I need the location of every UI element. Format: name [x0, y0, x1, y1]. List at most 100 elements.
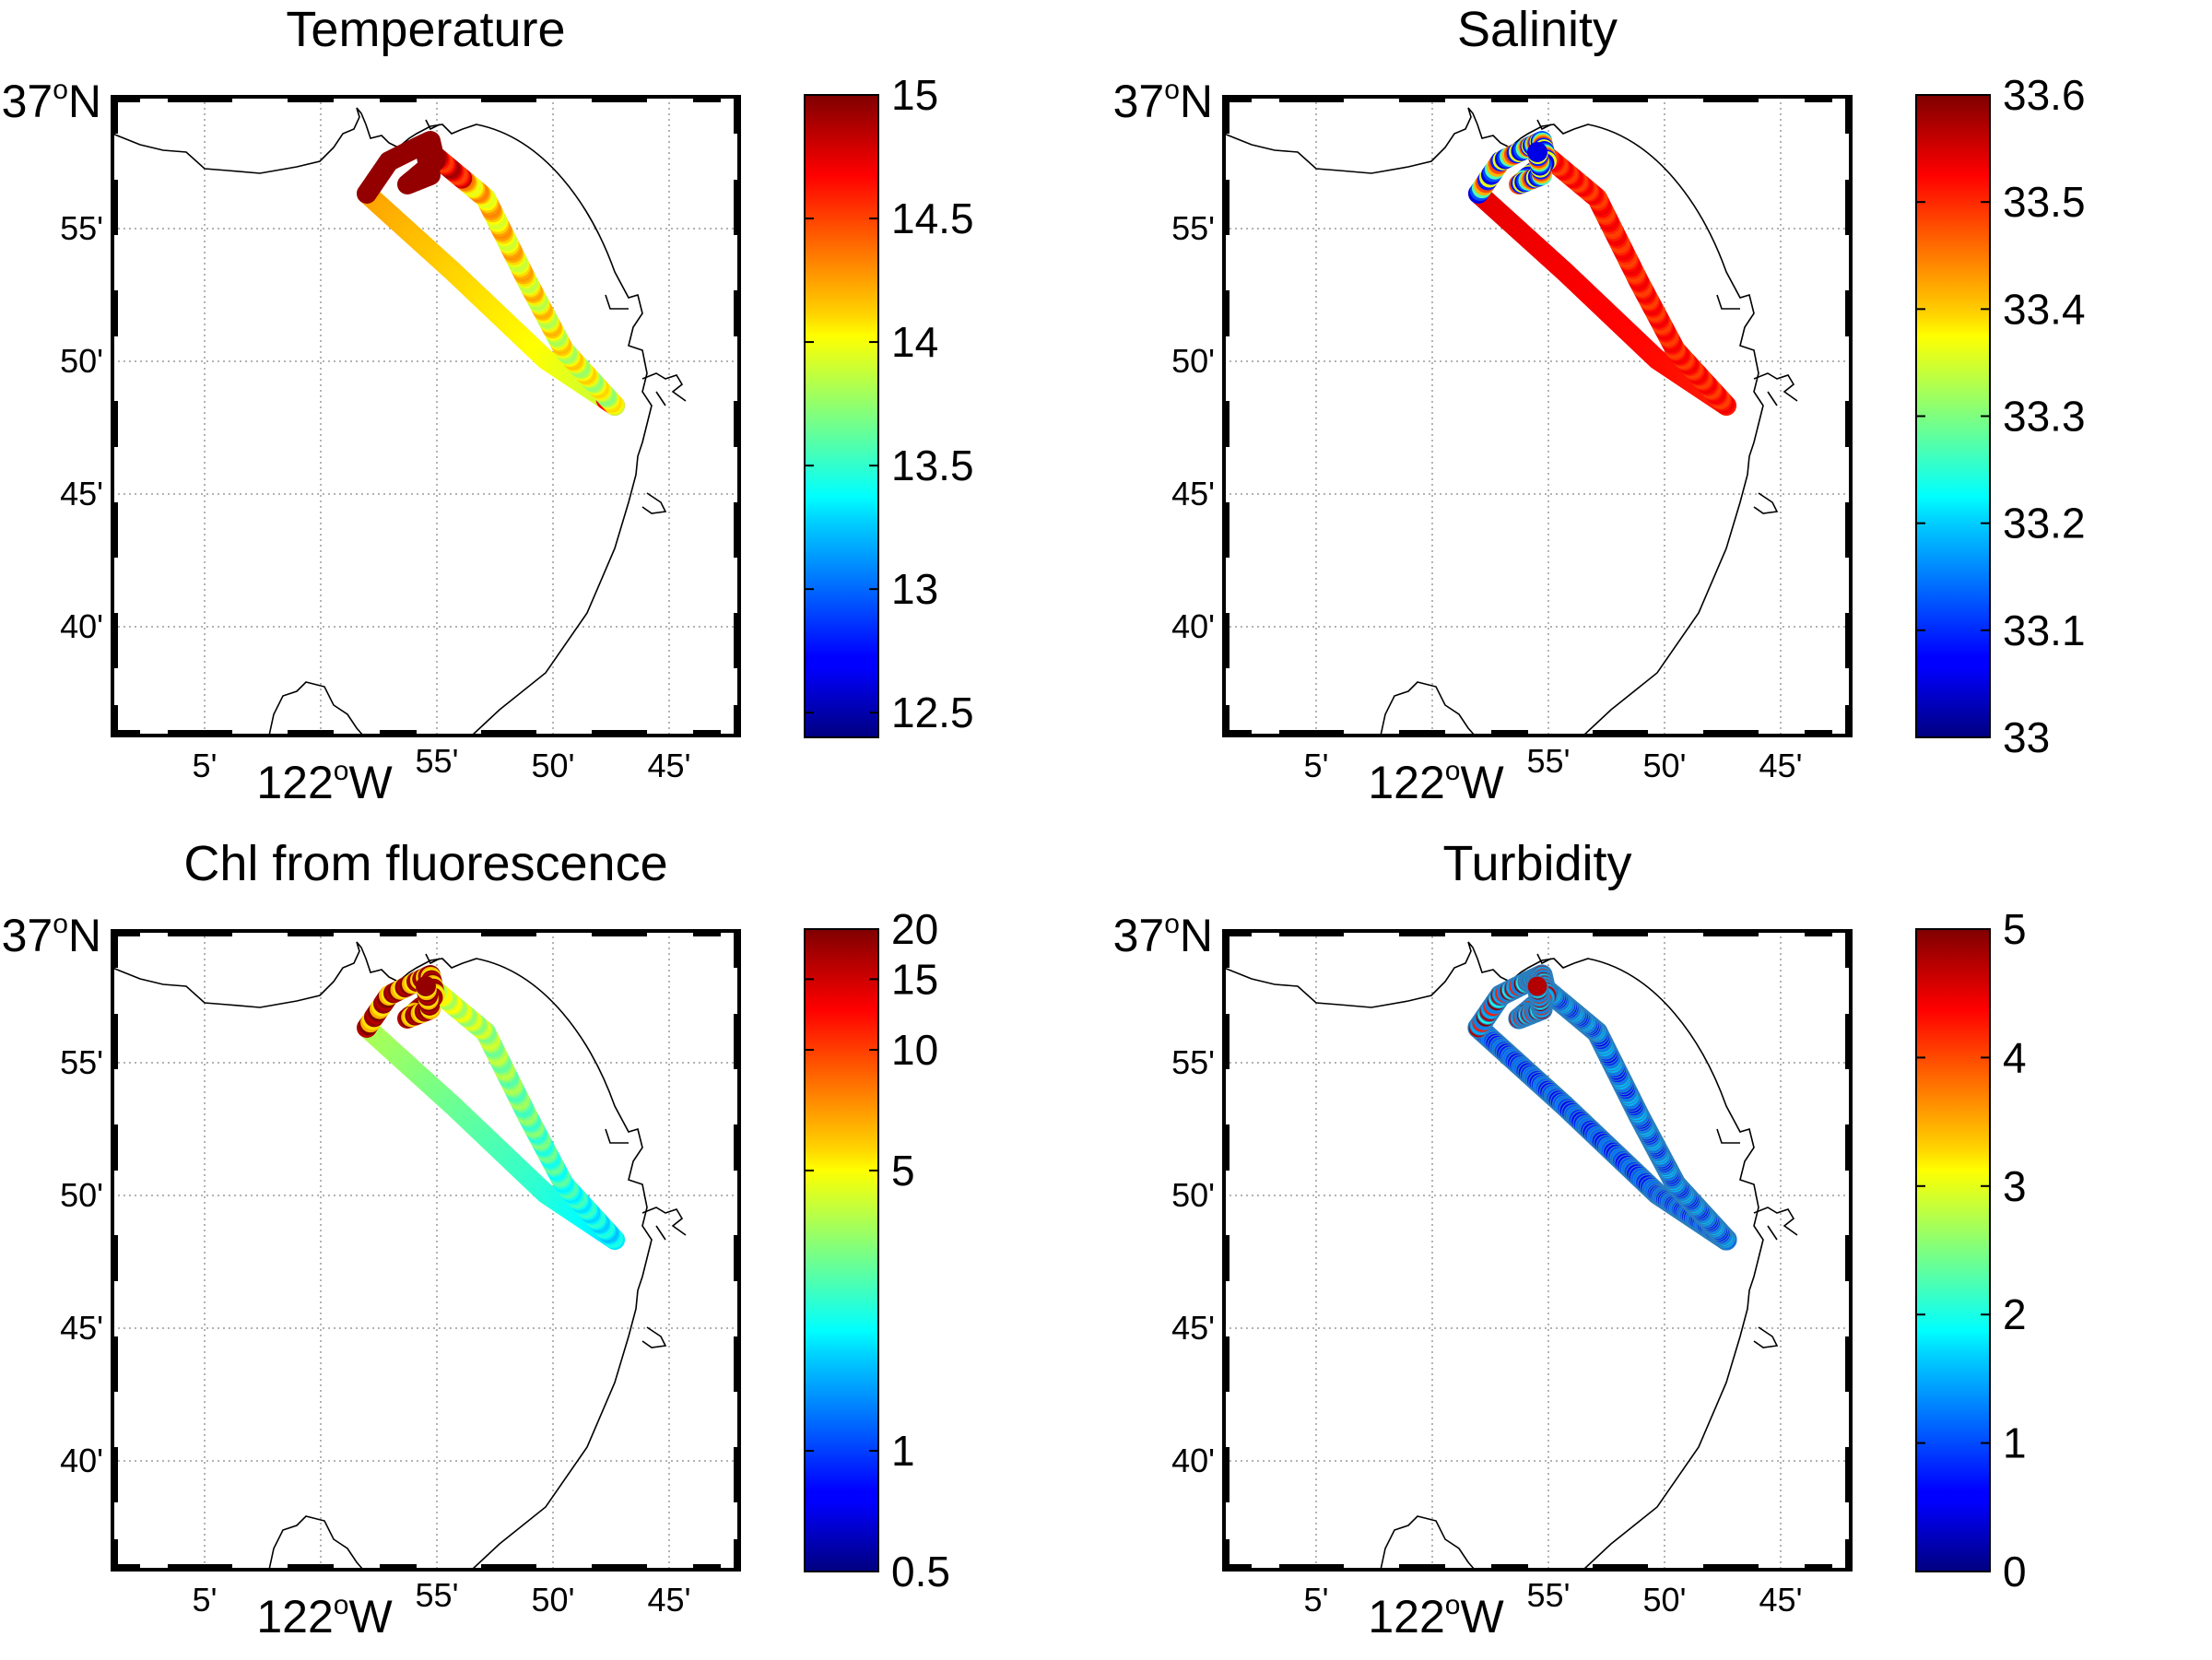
panel-temperature: Temperature 55' 50' 45' 40' 37oN 5' 55' 50' 45' 1… [2, 2, 974, 808]
panel-title: Salinity [1457, 2, 1618, 57]
lat-tick-label: 40' [1171, 607, 1215, 645]
colorbar-tick-label: 12.5 [891, 689, 974, 736]
map-axes: 55' 50' 45' 40' 37oN 5' 55' 50' 45' 122oW [1113, 75, 1853, 808]
colorbar-tick-label: 15 [891, 71, 938, 119]
colorbar-tick-label: 13 [891, 565, 938, 613]
coastline-segment [1753, 372, 1798, 514]
colorbar: 15 14.5 14 13.5 13 12.5 [804, 71, 974, 738]
lon-tick-label: 55' [1527, 1576, 1571, 1614]
map-background [1224, 931, 1851, 1570]
coastline-segment [1223, 107, 1764, 736]
track-point [416, 976, 436, 996]
coastline [1223, 107, 1798, 736]
colorbar-gradient [804, 928, 879, 1572]
coastline-segment [1223, 941, 1764, 1571]
ship-track [357, 965, 625, 1250]
track-point [1527, 142, 1547, 162]
lon-tick-label: 55' [1527, 742, 1571, 780]
map-background [112, 97, 739, 736]
colorbar-tick-label: 5 [2003, 905, 2027, 953]
lat-tick-label: 45' [60, 1309, 103, 1347]
lon-degree-label: 122oW [256, 756, 393, 808]
coastline-segment [425, 953, 629, 1144]
lon-degree-label: 122oW [256, 1590, 393, 1642]
lat-tick-label: 50' [1171, 342, 1215, 380]
lon-tick-label: 50' [532, 1581, 575, 1619]
ship-track [357, 131, 625, 416]
lat-tick-label: 45' [60, 475, 103, 512]
colorbar-tick-label: 33.4 [2003, 285, 2086, 333]
lat-degree-label: 37oN [2, 75, 101, 127]
lon-tick-label: 5' [193, 747, 218, 784]
map-axes: 55' 50' 45' 40' 37oN 5' 55' 50' 45' 122oW [2, 909, 741, 1642]
colorbar-tick-label: 33 [2003, 713, 2050, 761]
map-axes: 55' 50' 45' 40' 37oN 5' 55' 50' 45' 122oW [2, 75, 741, 808]
lon-degree-label: 122oW [1368, 756, 1504, 808]
lat-tick-label: 50' [1171, 1176, 1215, 1214]
coastline-segment [1536, 119, 1740, 310]
panel-chl: Chl from fluorescence 55' 50' 45' 40' 37oN 5'… [2, 836, 950, 1642]
lat-tick-label: 40' [60, 1442, 103, 1479]
map-axes: 55' 50' 45' 40' 37oN 5' 55' 50' 45' 122oW [1113, 909, 1853, 1642]
coastline [112, 107, 687, 736]
coastline [1223, 941, 1798, 1571]
colorbar-tick-label: 1 [891, 1427, 915, 1475]
panel-salinity: Salinity 55' 50' 45' 40' 37oN 5' 55' 50' 45' 122o… [1113, 2, 2086, 808]
panel-turbidity: Turbidity 55' 50' 45' 40' 37oN 5' 55' 50' 45' 122… [1113, 836, 2027, 1642]
lat-tick-label: 50' [60, 342, 103, 380]
colorbar-tick-label: 5 [891, 1147, 915, 1195]
panel-title: Temperature [286, 2, 565, 57]
lat-tick-label: 55' [1171, 209, 1215, 247]
track-point [1526, 975, 1548, 997]
map-background [112, 931, 739, 1570]
coastline-segment [1380, 681, 1476, 736]
lon-tick-label: 5' [1304, 1581, 1329, 1619]
coastline-segment [1536, 953, 1740, 1144]
coastline-segment [1753, 1207, 1798, 1348]
lat-tick-label: 45' [1171, 1309, 1215, 1347]
ship-track [1468, 131, 1736, 416]
coastline [112, 941, 687, 1571]
coastline-segment [1380, 1515, 1476, 1571]
colorbar-tick-label: 20 [891, 905, 938, 953]
colorbar-tick-label: 15 [891, 955, 938, 1003]
colorbar-tick-label: 1 [2003, 1419, 2027, 1467]
colorbar-tick-label: 33.1 [2003, 606, 2086, 654]
colorbar-gradient [1915, 94, 1991, 738]
panel-title: Chl from fluorescence [183, 836, 667, 891]
lon-tick-label: 5' [193, 1581, 218, 1619]
colorbar-tick-label: 0.5 [891, 1548, 950, 1595]
coastline-segment [641, 1207, 687, 1348]
colorbar-tick-label: 10 [891, 1026, 938, 1074]
lat-tick-label: 55' [60, 209, 103, 247]
lat-degree-label: 37oN [2, 909, 101, 961]
colorbar-gradient [1915, 928, 1991, 1572]
lon-tick-label: 50' [1643, 1581, 1687, 1619]
colorbar-tick-label: 14.5 [891, 194, 974, 242]
lon-tick-label: 5' [1304, 747, 1329, 784]
lat-tick-label: 55' [60, 1043, 103, 1081]
lat-degree-label: 37oN [1113, 75, 1213, 127]
lon-tick-label: 45' [648, 1581, 691, 1619]
lon-tick-label: 45' [1759, 747, 1803, 784]
lon-tick-label: 45' [1759, 1581, 1803, 1619]
lon-tick-label: 55' [416, 1576, 459, 1614]
colorbar-tick-label: 3 [2003, 1162, 2027, 1210]
colorbar: 33.6 33.5 33.4 33.3 33.2 33.1 33 [1915, 71, 2086, 761]
colorbar-tick-label: 13.5 [891, 441, 974, 489]
lat-tick-label: 40' [1171, 1442, 1215, 1479]
colorbar-tick-label: 33.5 [2003, 178, 2086, 226]
colorbar-tick-label: 14 [891, 318, 938, 366]
colorbar-tick-label: 2 [2003, 1290, 2027, 1338]
coastline-segment [112, 107, 653, 736]
panel-title: Turbidity [1442, 836, 1631, 891]
lat-tick-label: 40' [60, 607, 103, 645]
lon-degree-label: 122oW [1368, 1590, 1504, 1642]
coastline-segment [112, 941, 653, 1571]
colorbar-tick-label: 33.6 [2003, 71, 2086, 119]
lon-tick-label: 45' [648, 747, 691, 784]
lon-tick-label: 50' [532, 747, 575, 784]
lat-tick-label: 45' [1171, 475, 1215, 512]
